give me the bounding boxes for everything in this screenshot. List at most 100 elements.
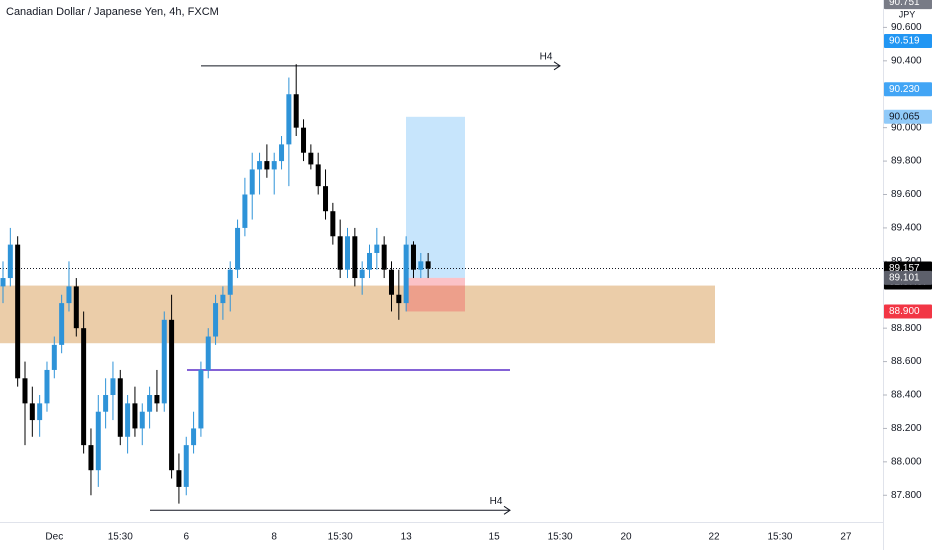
y-tick-label: 88.000 (891, 456, 922, 467)
candle-body (88, 445, 94, 471)
candle-body (315, 164, 321, 187)
price-tag-label: 90.230 (889, 84, 920, 95)
candle-body (95, 411, 101, 471)
price-tag (884, 33, 932, 48)
x-tick-label: 27 (840, 532, 852, 543)
y-tick-label: 87.800 (891, 490, 922, 501)
candle-body (103, 395, 109, 412)
candle-body (73, 286, 79, 329)
candle-body (81, 328, 87, 446)
candle-body (198, 369, 204, 429)
candle-body (367, 252, 372, 270)
candle-body (117, 378, 123, 437)
candle-body (403, 244, 409, 304)
y-tick-label: 89.200 (891, 256, 922, 267)
x-tick-label: 15 (489, 532, 501, 543)
h4-label: H4 (490, 496, 503, 507)
candle-body (388, 269, 394, 295)
x-tick-label: 15:30 (328, 532, 353, 543)
y-tick-label: 90.600 (891, 22, 922, 33)
candle-body (264, 161, 270, 170)
x-tick-label: 6 (183, 532, 189, 543)
currency-label: JPY (899, 9, 916, 19)
candle-body (205, 336, 211, 370)
candle-body (161, 319, 167, 404)
x-tick-label: 20 (620, 532, 632, 543)
price-tag-label: 89.157 (889, 263, 920, 274)
candle-body (220, 294, 226, 304)
candle-body (0, 278, 6, 287)
candle-body (410, 244, 416, 270)
y-tick-label: 88.400 (891, 390, 922, 401)
x-tick-label: 15:30 (767, 532, 792, 543)
candle-body (176, 470, 182, 487)
candle-body (7, 244, 13, 279)
y-tick-label: 90.400 (891, 55, 922, 66)
candle-body (227, 269, 233, 295)
candle-body (396, 294, 402, 304)
candle-body (169, 319, 175, 471)
candle-body (59, 303, 65, 345)
y-tick-label: 88.800 (891, 323, 922, 334)
candle-body (213, 303, 219, 337)
candle-body (110, 378, 116, 396)
candle-body (330, 211, 336, 237)
candle-body (257, 161, 263, 170)
candle-body (249, 169, 255, 195)
x-tick-label: 13 (401, 532, 413, 543)
candle-body (191, 428, 197, 446)
candle-body (22, 378, 28, 404)
candle-body (359, 269, 365, 279)
h4-arrow (503, 505, 511, 515)
candle-body (37, 403, 43, 421)
y-tick-label: 89.800 (891, 156, 922, 167)
candle-body (374, 244, 380, 253)
y-tick-label: 88.600 (891, 356, 922, 367)
candle-body (308, 152, 314, 165)
candle-body (286, 94, 292, 145)
x-tick-label: Dec (45, 532, 63, 543)
candle-body (66, 286, 72, 304)
candle-body (242, 194, 248, 228)
h4-arrow (553, 61, 561, 71)
y-tick-label: 89.400 (891, 223, 922, 234)
price-tag-label: 90.751 (889, 0, 920, 8)
chart-title: Canadian Dollar / Japanese Yen, 4h, FXCM (6, 6, 219, 18)
price-tag-label: 90.519 (889, 36, 920, 47)
candle-body (147, 395, 153, 412)
price-tag-label: 88.900 (889, 306, 920, 317)
x-tick-label: 8 (271, 532, 277, 543)
candle-body (271, 161, 277, 170)
candle-body (44, 369, 50, 404)
price-tag (884, 82, 932, 97)
candle-body (352, 236, 358, 279)
price-tag-label: 90.065 (889, 111, 920, 122)
candle-body (154, 395, 160, 404)
y-tick-label: 88.200 (891, 423, 922, 434)
price-tag (884, 304, 932, 319)
y-tick-label: 90.000 (891, 122, 922, 133)
candle-body (15, 244, 21, 379)
candle-body (29, 403, 35, 421)
h4-label: H4 (540, 51, 553, 62)
candle-body (345, 236, 351, 270)
y-tick-label: 89.600 (891, 189, 922, 200)
candle-body (139, 411, 145, 429)
price-tag (884, 109, 932, 124)
candle-body (183, 445, 189, 487)
candle-body (279, 144, 285, 162)
candle-body (293, 94, 299, 128)
candle-body (381, 244, 387, 270)
candle-body (51, 344, 57, 370)
candle-body (132, 403, 138, 429)
x-tick-label: 22 (708, 532, 720, 543)
candle-body (425, 261, 431, 269)
stop-area (406, 277, 465, 312)
x-tick-label: 15:30 (108, 532, 133, 543)
x-tick-label: 15:30 (548, 532, 573, 543)
candle-body (235, 227, 241, 270)
candle-body (337, 236, 343, 270)
price-tag (884, 270, 932, 285)
